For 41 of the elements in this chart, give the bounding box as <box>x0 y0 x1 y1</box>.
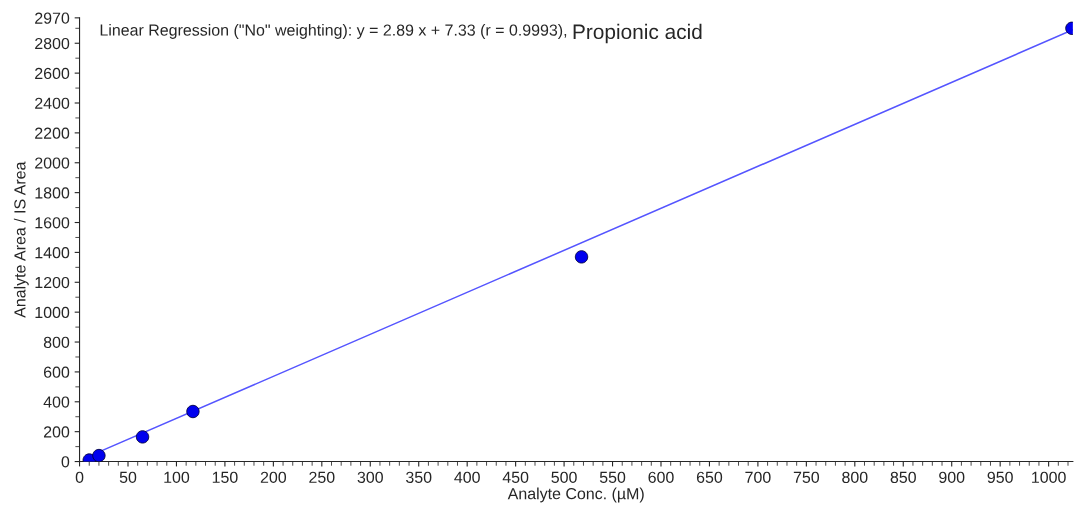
y-tick-label: 1200 <box>35 276 70 289</box>
x-tick-label: 50 <box>119 471 137 483</box>
x-tick-label: 0 <box>75 471 84 483</box>
y-tick-label: 1800 <box>35 187 70 199</box>
x-tick-label: 350 <box>406 471 432 483</box>
annotation: Linear Regression ("No" weighting): y = 2.89 x + 7.33 (r = 0.9993), <box>100 24 567 39</box>
x-tick-label: 400 <box>454 471 480 483</box>
y-tick-label: 800 <box>43 336 70 348</box>
x-tick-label: 100 <box>164 471 190 483</box>
y-tick-label: 0 <box>61 456 70 468</box>
y-tick-label: 1600 <box>35 217 70 229</box>
y-tick-label: 2400 <box>35 97 70 109</box>
y-tick-label: 2600 <box>35 67 70 80</box>
x-tick-label: 750 <box>793 471 820 483</box>
x-tick-label: 700 <box>745 471 771 483</box>
x-tick-label: 950 <box>987 471 1013 483</box>
y-tick-label: 1000 <box>35 306 70 319</box>
y-tick-label: 600 <box>43 366 70 378</box>
y-tick-label: 2970 <box>35 12 70 24</box>
x-tick-label: 300 <box>357 471 383 483</box>
x-tick-label: 150 <box>212 471 238 483</box>
x-axis-title: Analyte Conc. (µM) <box>507 487 644 503</box>
x-tick-label: 250 <box>309 471 335 483</box>
y-tick-label: 1400 <box>35 247 70 259</box>
y-tick-label: 2800 <box>35 37 70 50</box>
x-tick-label: 450 <box>502 471 529 483</box>
x-tick-label: 500 <box>551 471 577 483</box>
x-tick-label: 1000 <box>1032 471 1066 483</box>
x-tick-label: 600 <box>648 471 674 483</box>
y-axis-title: Analyte Area / IS Area <box>13 161 29 318</box>
annotation: Propionic acid <box>573 23 702 44</box>
x-tick-label: 550 <box>599 471 626 483</box>
x-tick-label: 800 <box>842 471 868 483</box>
y-tick-label: 200 <box>43 426 70 438</box>
x-tick-label: 650 <box>696 471 723 483</box>
x-tick-label: 850 <box>890 471 916 483</box>
y-tick-label: 400 <box>43 396 70 408</box>
y-tick-label: 2000 <box>35 157 70 169</box>
x-tick-label: 200 <box>260 471 287 483</box>
y-tick-label: 2200 <box>35 127 70 139</box>
x-tick-label: 900 <box>939 471 965 483</box>
